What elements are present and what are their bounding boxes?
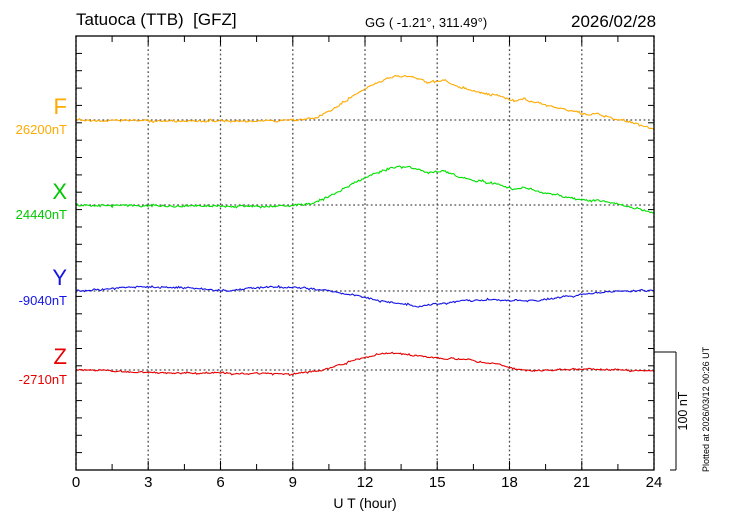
svg-text:24: 24 bbox=[646, 474, 663, 491]
svg-text:9: 9 bbox=[289, 474, 297, 491]
svg-text:24440nT: 24440nT bbox=[16, 207, 67, 222]
svg-text:12: 12 bbox=[357, 474, 374, 491]
svg-text:Tatuoca (TTB) [GFZ]: Tatuoca (TTB) [GFZ] bbox=[76, 10, 237, 29]
svg-text:6: 6 bbox=[216, 474, 224, 491]
svg-text:Z: Z bbox=[54, 344, 67, 369]
svg-text:15: 15 bbox=[429, 474, 446, 491]
svg-text:GG ( -1.21°, 311.49°): GG ( -1.21°, 311.49°) bbox=[365, 15, 487, 30]
svg-text:21: 21 bbox=[573, 474, 590, 491]
svg-text:X: X bbox=[52, 179, 67, 204]
svg-text:-2710nT: -2710nT bbox=[19, 372, 67, 387]
svg-text:Plotted at 2026/03/12 00:26 UT: Plotted at 2026/03/12 00:26 UT bbox=[701, 346, 711, 472]
svg-text:26200nT: 26200nT bbox=[16, 122, 67, 137]
svg-text:-9040nT: -9040nT bbox=[19, 293, 67, 308]
svg-text:100 nT: 100 nT bbox=[676, 391, 690, 430]
svg-text:18: 18 bbox=[501, 474, 518, 491]
svg-text:U T (hour): U T (hour) bbox=[333, 495, 396, 511]
svg-text:2026/02/28: 2026/02/28 bbox=[571, 12, 656, 31]
svg-text:3: 3 bbox=[144, 474, 152, 491]
svg-text:F: F bbox=[54, 94, 67, 119]
svg-text:0: 0 bbox=[72, 474, 80, 491]
svg-text:Y: Y bbox=[52, 265, 67, 290]
